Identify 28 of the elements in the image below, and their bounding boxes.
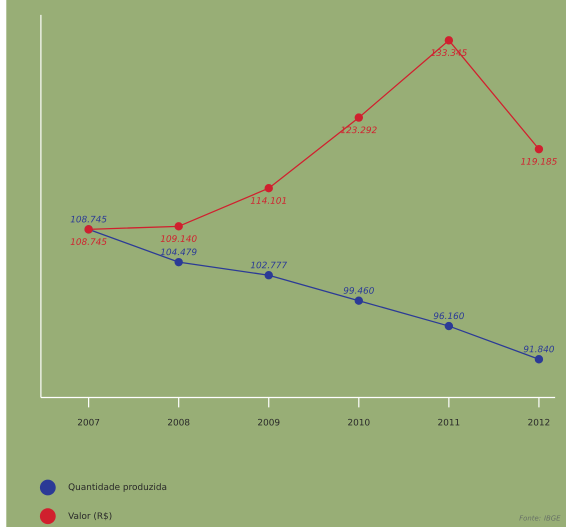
x-tick-label: 2007 xyxy=(78,418,100,426)
data-label: 114.101 xyxy=(250,197,286,204)
point xyxy=(444,36,454,45)
data-label: 108.745 xyxy=(70,216,107,222)
data-label: 108.745 xyxy=(70,238,107,245)
x-tick-label: 2010 xyxy=(348,418,370,426)
data-label: 119.185 xyxy=(520,158,557,165)
point xyxy=(264,270,273,280)
point xyxy=(174,222,183,231)
point xyxy=(534,144,544,154)
point xyxy=(444,322,454,330)
x-tick-label: 2008 xyxy=(168,418,190,426)
point xyxy=(534,355,544,364)
data-label: 109.140 xyxy=(160,235,197,242)
x-tick-label: 2012 xyxy=(528,418,550,426)
x-tick-label: 2009 xyxy=(258,418,280,426)
point xyxy=(264,184,273,192)
legend-label: Quantidade produzida xyxy=(68,483,166,492)
data-label: 99.460 xyxy=(344,287,374,294)
point xyxy=(354,296,364,305)
data-label: 91.840 xyxy=(524,346,554,352)
legend-label: Valor (R$) xyxy=(68,512,112,520)
data-label: 96.160 xyxy=(434,312,464,320)
data-label: 102.777 xyxy=(250,262,288,268)
point xyxy=(354,113,364,122)
data-label: 104.479 xyxy=(160,248,197,256)
x-tick-label: 2011 xyxy=(438,418,460,426)
point xyxy=(174,258,183,266)
